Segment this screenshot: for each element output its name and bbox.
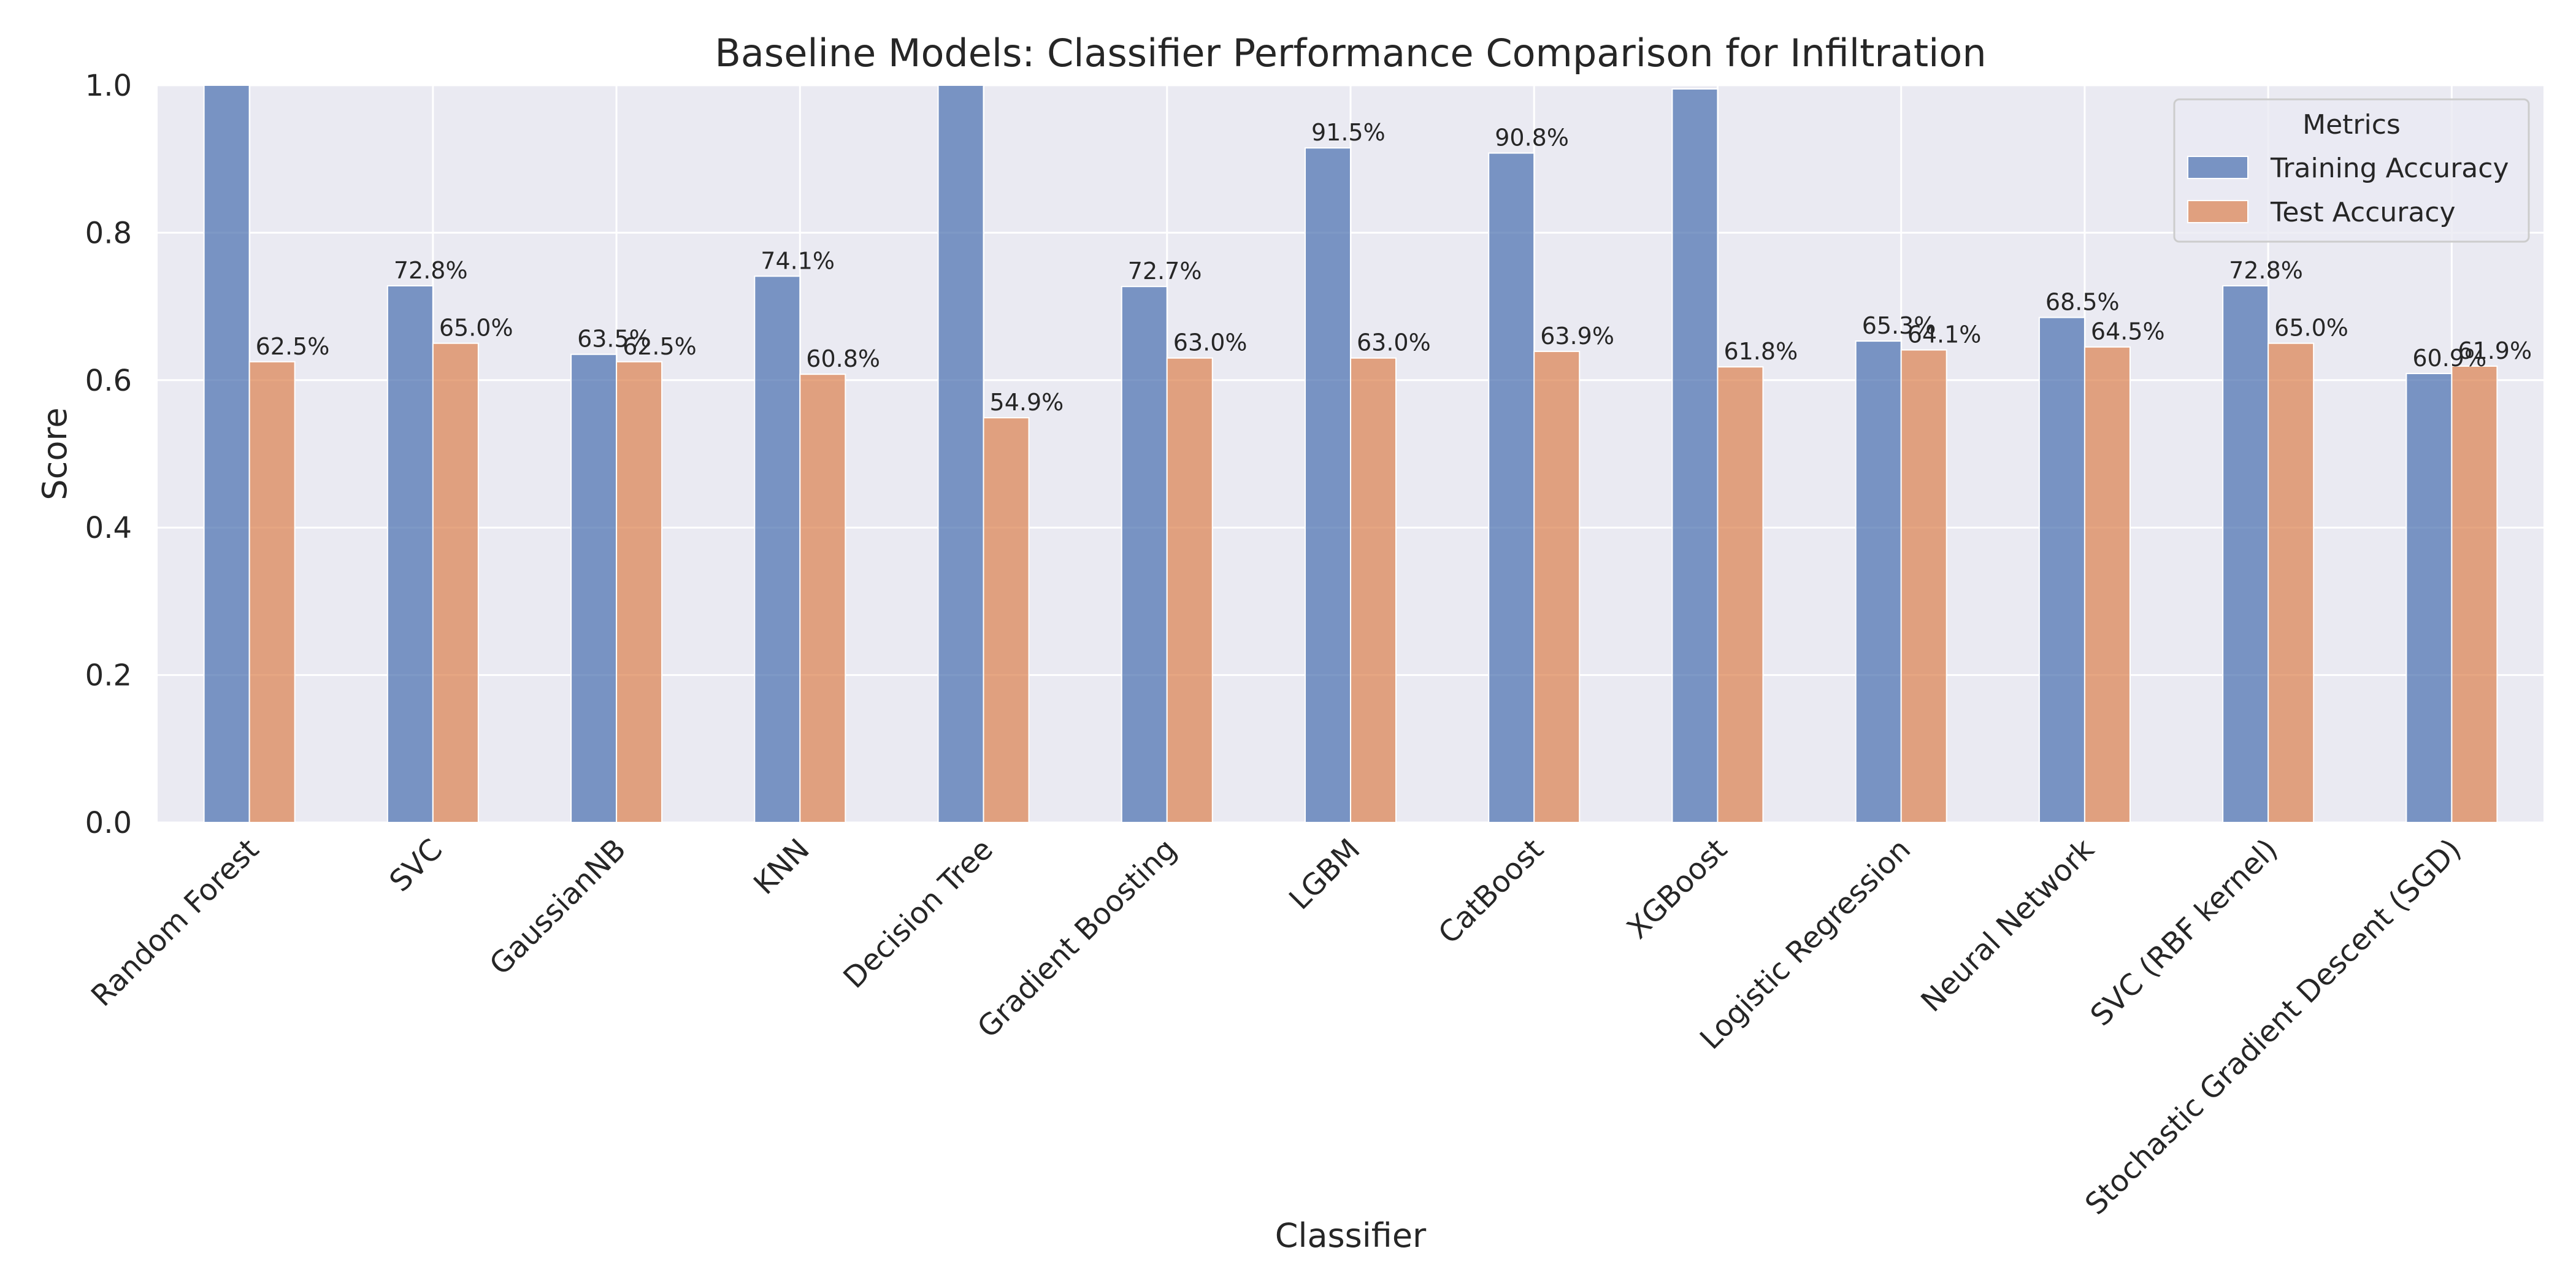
bar-test-accuracy-svc (432, 342, 479, 823)
bar-test-accuracy-random-forest (248, 361, 296, 823)
x-tick-label-svc: SVC (383, 832, 449, 899)
legend-title: Metrics (2302, 109, 2401, 140)
data-label-test-accuracy: 63.0% (1357, 329, 1431, 356)
x-tick-label-decision-tree: Decision Tree (837, 832, 1000, 995)
data-label-test-accuracy: 61.9% (2458, 337, 2532, 364)
bar-training-accuracy-svc-rbf-kernel (2222, 285, 2269, 824)
y-axis-ticks: 0.0 0.2 0.4 0.6 0.8 1.0 (85, 69, 132, 840)
y-tick-label: 0.8 (85, 216, 132, 250)
data-label-test-accuracy: 65.0% (2274, 315, 2348, 342)
x-tick-label-catboost: CatBoost (1432, 832, 1550, 951)
bar-training-accuracy-neural-network (2038, 316, 2085, 823)
data-label-training-accuracy: 72.7% (1128, 258, 1202, 285)
x-tick-label-neural-network: Neural Network (1914, 832, 2101, 1019)
data-label-training-accuracy: 65.3% (1862, 312, 1936, 339)
legend-swatch-training-accuracy (2187, 156, 2248, 179)
data-label-training-accuracy: 72.8% (394, 257, 468, 284)
bar-test-accuracy-lgbm (1350, 357, 1397, 823)
y-tick-label: 1.0 (85, 69, 132, 103)
bar-test-accuracy-catboost (1533, 350, 1581, 823)
legend-box (2173, 98, 2530, 243)
y-tick-label: 0.4 (85, 511, 132, 545)
bar-training-accuracy-stochastic-gradient-descent-sgd (2405, 372, 2453, 823)
legend-label-training-accuracy: Training Accuracy (2270, 153, 2509, 184)
data-label-training-accuracy: 60.9% (2412, 345, 2486, 372)
bar-test-accuracy-decision-tree (983, 417, 1030, 823)
data-label-training-accuracy: 91.5% (1311, 119, 1386, 146)
bar-training-accuracy-catboost (1488, 152, 1535, 824)
data-label-test-accuracy: 65.0% (439, 315, 513, 342)
data-label-test-accuracy: 62.5% (256, 333, 330, 360)
bar-test-accuracy-neural-network (2083, 346, 2131, 823)
chart-title: Baseline Models: Classifier Performance … (715, 31, 1986, 75)
data-label-training-accuracy: 63.5% (577, 326, 651, 353)
bar-test-accuracy-xgboost (1717, 366, 1764, 823)
y-axis-title: Score (36, 407, 74, 500)
data-label-training-accuracy: 68.5% (2045, 289, 2120, 316)
bar-training-accuracy-svc (386, 285, 434, 824)
bar-training-accuracy-random-forest (203, 85, 250, 823)
bar-training-accuracy-decision-tree (937, 85, 984, 823)
x-tick-label-xgboost: XGBoost (1620, 832, 1734, 946)
legend: Metrics Training Accuracy Test Accuracy (2173, 98, 2530, 243)
bar-test-accuracy-gradient-boosting (1166, 357, 1213, 823)
data-labels: 72.8% 63.5% 74.1% 72.7% 91.5% 90.8% 65.3% 68.5%… (256, 119, 2532, 416)
data-label-test-accuracy: 64.1% (1907, 321, 1982, 348)
data-label-test-accuracy: 63.0% (1173, 329, 1248, 356)
legend-swatch-test-accuracy (2187, 200, 2248, 223)
x-axis-title: Classifier (1275, 1216, 1427, 1255)
bar-test-accuracy-knn (799, 374, 846, 823)
x-tick-label-random-forest: Random Forest (85, 832, 266, 1013)
data-label-training-accuracy: 74.1% (761, 247, 835, 274)
x-axis-ticks: Random Forest SVC GaussianNB KNN Decision Tr… (85, 832, 2468, 1222)
bar-test-accuracy-stochastic-gradient-descent-sgd (2451, 365, 2498, 823)
bar-training-accuracy-gaussiannb (570, 353, 618, 823)
y-tick-label: 0.0 (85, 806, 132, 840)
bar-training-accuracy-logistic-regression (1855, 340, 1902, 823)
bar-test-accuracy-gaussiannb (616, 361, 663, 823)
data-label-test-accuracy: 60.8% (806, 345, 880, 372)
x-tick-label-stochastic-gradient-descent-sgd: Stochastic Gradient Descent (SGD) (2079, 832, 2468, 1222)
data-label-training-accuracy: 90.8% (1495, 125, 1569, 151)
data-label-test-accuracy: 62.5% (623, 333, 697, 360)
data-label-test-accuracy: 64.5% (2091, 318, 2165, 345)
bar-training-accuracy-gradient-boosting (1121, 286, 1168, 823)
bar-training-accuracy-xgboost (1671, 88, 1719, 823)
x-tick-label-gaussiannb: GaussianNB (483, 832, 633, 982)
x-tick-label-logistic-regression: Logistic Regression (1693, 832, 1917, 1056)
x-tick-label-gradient-boosting: Gradient Boosting (971, 832, 1183, 1045)
x-tick-label-svc-rbf-kernel: SVC (RBF kernel) (2084, 832, 2285, 1033)
data-label-test-accuracy: 54.9% (990, 389, 1064, 416)
bar-training-accuracy-knn (754, 275, 801, 823)
data-label-test-accuracy: 61.8% (1723, 338, 1798, 365)
bar-test-accuracy-logistic-regression (1900, 349, 1947, 823)
bars (203, 85, 2498, 824)
data-label-training-accuracy: 72.8% (2229, 257, 2303, 284)
legend-label-test-accuracy: Test Accuracy (2270, 197, 2456, 228)
x-tick-label-lgbm: LGBM (1282, 832, 1367, 916)
x-tick-label-knn: KNN (747, 832, 816, 902)
y-tick-label: 0.6 (85, 364, 132, 398)
data-label-test-accuracy: 63.9% (1540, 323, 1614, 350)
bar-training-accuracy-lgbm (1305, 147, 1351, 823)
y-tick-label: 0.2 (85, 659, 132, 693)
bar-test-accuracy-svc-rbf-kernel (2267, 342, 2315, 823)
